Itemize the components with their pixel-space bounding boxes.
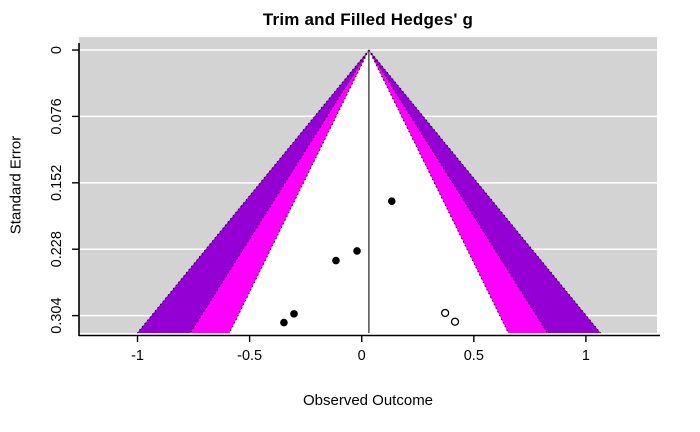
- observed-study-point: [353, 247, 361, 255]
- imputed-study-point: [450, 317, 460, 326]
- x-tick-label: -0.5: [237, 348, 262, 364]
- observed-study-point: [290, 310, 298, 318]
- y-tick-label: 0: [49, 46, 65, 54]
- imputed-study-point: [440, 308, 450, 318]
- chart-title: Trim and Filled Hedges' g: [262, 10, 474, 29]
- funnel-band-edge: [229, 49, 370, 334]
- observed-study-point: [332, 256, 340, 265]
- x-tick-label: 1: [582, 348, 590, 364]
- funnel-band-edge: [368, 49, 548, 334]
- observed-study-point: [280, 318, 288, 327]
- y-tick-label: 0.304: [49, 297, 65, 333]
- y-tick-label: 0.228: [49, 231, 65, 267]
- y-tick-label: 0.152: [49, 165, 65, 201]
- funnel-band-edge: [189, 49, 370, 334]
- x-tick-label: -1: [131, 348, 144, 364]
- funnel-band-edge: [136, 49, 370, 334]
- funnel-band-edge: [368, 49, 509, 334]
- x-axis-label: Observed Outcome: [302, 392, 434, 409]
- observed-study-point: [387, 197, 396, 205]
- x-tick-label: 0.5: [464, 348, 484, 364]
- x-tick-label: 0: [358, 348, 366, 364]
- y-tick-label: 0.076: [49, 98, 65, 134]
- funnel-band-edge: [368, 49, 601, 334]
